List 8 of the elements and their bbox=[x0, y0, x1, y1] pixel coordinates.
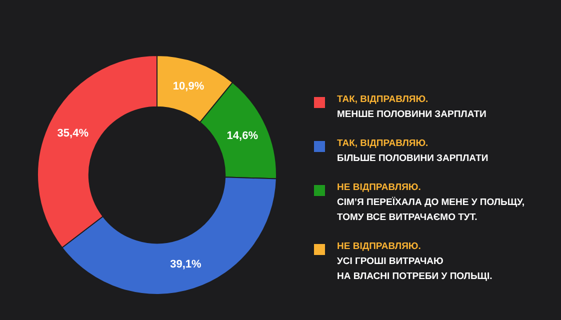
legend-label: ТАК, ВІДПРАВЛЯЮ. МЕНШЕ ПОЛОВИНИ ЗАРПЛАТИ bbox=[337, 93, 486, 122]
data-label: 35,4% bbox=[57, 127, 89, 140]
data-label: 39,1% bbox=[170, 258, 202, 270]
legend-label: НЕ ВІДПРАВЛЯЮ. УСІ ГРОШІ ВИТРАЧАЮ НА ВЛАСНІ ПОТРЕБИ У ПОЛЬЩІ. bbox=[337, 240, 492, 284]
data-label: 10,9% bbox=[172, 80, 204, 93]
legend-label: ТАК, ВІДПРАВЛЯЮ. БІЛЬШЕ ПОЛОВИНИ ЗАРПЛАТИ bbox=[337, 137, 488, 166]
data-label: 14,6% bbox=[226, 130, 258, 142]
legend-label: НЕ ВІДПРАВЛЯЮ. СІМ’Я ПЕРЕЇХАЛА ДО МЕНЕ У ПОЛЬЩУ, ТОМУ ВСЕ ВИТРАЧАЄМО ТУТ. bbox=[337, 181, 525, 225]
